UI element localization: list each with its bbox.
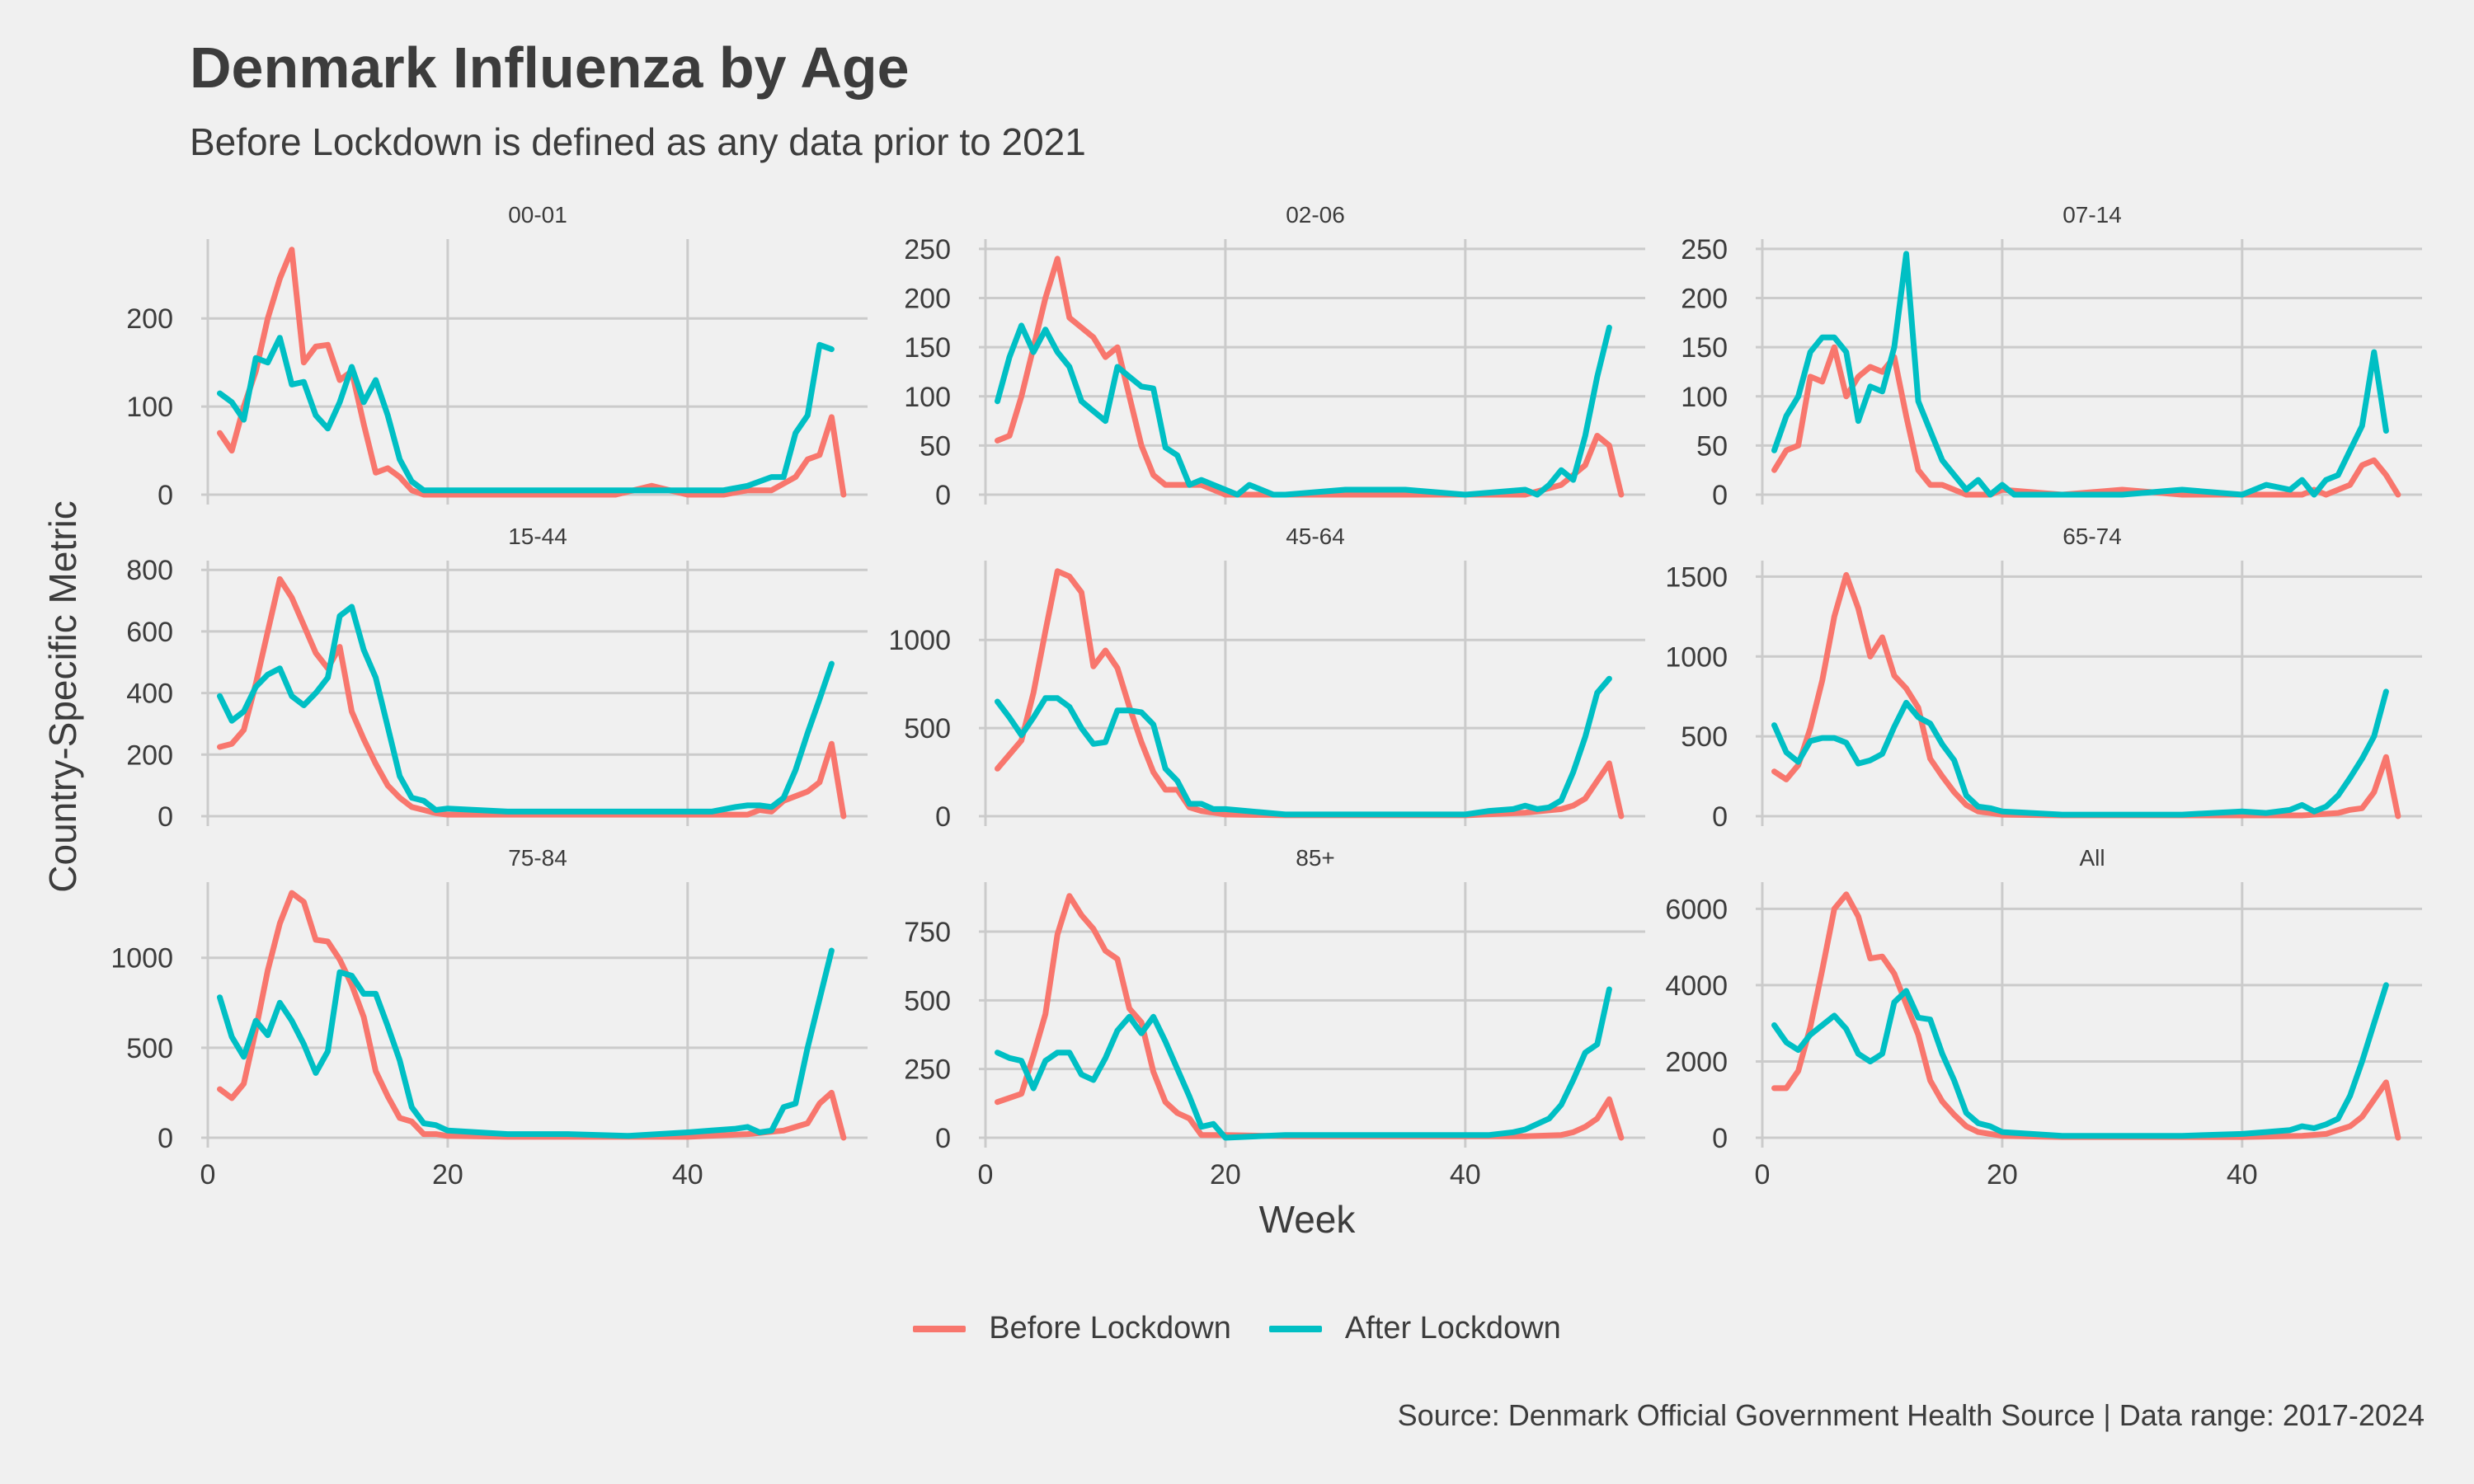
x-tick-label: 20 bbox=[1987, 1159, 2018, 1190]
x-tick-label: 20 bbox=[432, 1159, 463, 1190]
y-tick-label: 1500 bbox=[1665, 561, 1728, 593]
page-subtitle: Before Lockdown is defined as any data p… bbox=[190, 120, 1086, 163]
series-line-before-lockdown-65-74 bbox=[1771, 571, 2401, 819]
y-tick-label: 4000 bbox=[1665, 970, 1728, 1002]
y-tick-label: 100 bbox=[126, 392, 173, 423]
y-axis-title: Country-Specific Metric bbox=[41, 500, 84, 892]
y-tick-label: 250 bbox=[1681, 234, 1728, 265]
y-tick-label: 6000 bbox=[1665, 894, 1728, 925]
y-tick-label: 200 bbox=[126, 303, 173, 335]
y-tick-label: 600 bbox=[126, 617, 173, 648]
series-line-before-lockdown-all bbox=[1771, 891, 2401, 1141]
series-line-after-lockdown-all bbox=[1771, 982, 2389, 1139]
y-tick-label: 2000 bbox=[1665, 1046, 1728, 1078]
y-tick-label: 250 bbox=[904, 1054, 951, 1086]
legend-item-after-lockdown: After Lockdown bbox=[1268, 1311, 1561, 1346]
x-tick-label: 0 bbox=[200, 1159, 216, 1190]
series-line-before-lockdown-45-64 bbox=[995, 568, 1625, 819]
panel-title-07-14: 07-14 bbox=[2062, 202, 2122, 228]
series-line-after-lockdown-15-44 bbox=[217, 603, 835, 815]
y-tick-label: 200 bbox=[126, 740, 173, 771]
x-axis-title: Week bbox=[1259, 1198, 1357, 1241]
y-tick-label: 50 bbox=[920, 430, 951, 462]
y-tick-label: 100 bbox=[904, 382, 951, 413]
y-tick-label: 200 bbox=[904, 284, 951, 315]
y-tick-label: 1000 bbox=[1665, 641, 1728, 673]
series-line-after-lockdown-65-74 bbox=[1771, 688, 2389, 818]
x-tick-label: 40 bbox=[1450, 1159, 1481, 1190]
y-tick-label: 1000 bbox=[888, 625, 951, 656]
series-line-after-lockdown-02-06 bbox=[995, 322, 1612, 498]
y-tick-label: 0 bbox=[935, 1123, 951, 1154]
y-tick-label: 0 bbox=[158, 480, 173, 511]
legend-swatch-after-lockdown bbox=[1268, 1325, 1322, 1332]
legend-item-before-lockdown: Before Lockdown bbox=[913, 1311, 1231, 1346]
y-tick-label: 0 bbox=[158, 1123, 173, 1154]
y-tick-label: 150 bbox=[1681, 332, 1728, 364]
y-tick-label: 100 bbox=[1681, 382, 1728, 413]
series-line-before-lockdown-02-06 bbox=[995, 256, 1625, 498]
x-tick-label: 40 bbox=[672, 1159, 703, 1190]
series-line-after-lockdown-00-01 bbox=[217, 335, 835, 494]
panel-title-15-44: 15-44 bbox=[508, 524, 567, 549]
y-tick-label: 250 bbox=[904, 234, 951, 265]
y-tick-label: 750 bbox=[904, 917, 951, 948]
page-title: Denmark Influenza by Age bbox=[190, 35, 910, 100]
x-tick-label: 0 bbox=[1755, 1159, 1771, 1190]
series-line-before-lockdown-07-14 bbox=[1771, 344, 2401, 498]
x-tick-label: 20 bbox=[1210, 1159, 1241, 1190]
y-tick-label: 200 bbox=[1681, 284, 1728, 315]
legend-swatch-before-lockdown bbox=[913, 1325, 967, 1332]
legend-label-after-lockdown: After Lockdown bbox=[1344, 1311, 1561, 1345]
y-tick-label: 500 bbox=[904, 985, 951, 1017]
panel-title-45-64: 45-64 bbox=[1286, 524, 1345, 549]
y-tick-label: 0 bbox=[1712, 801, 1728, 833]
y-tick-label: 0 bbox=[1712, 1123, 1728, 1154]
series-line-before-lockdown-85- bbox=[995, 893, 1625, 1141]
panel-title-02-06: 02-06 bbox=[1286, 202, 1345, 228]
y-tick-label: 500 bbox=[904, 713, 951, 744]
y-tick-label: 0 bbox=[158, 801, 173, 833]
y-tick-label: 1000 bbox=[111, 943, 173, 974]
panel-title-00-01: 00-01 bbox=[508, 202, 567, 228]
source-caption: Source: Denmark Official Government Heal… bbox=[1397, 1398, 2425, 1432]
y-tick-label: 0 bbox=[935, 480, 951, 511]
chart-legend: Before Lockdown After Lockdown bbox=[0, 1311, 2474, 1346]
series-line-after-lockdown-45-64 bbox=[995, 675, 1612, 818]
y-tick-label: 800 bbox=[126, 555, 173, 586]
panel-title-all: All bbox=[2079, 845, 2105, 871]
panel-title-75-84: 75-84 bbox=[508, 845, 567, 871]
series-line-before-lockdown-00-01 bbox=[217, 247, 847, 498]
y-tick-label: 0 bbox=[935, 801, 951, 833]
y-tick-label: 0 bbox=[1712, 480, 1728, 511]
y-tick-label: 50 bbox=[1696, 430, 1728, 462]
series-line-before-lockdown-75-84 bbox=[217, 890, 847, 1141]
panel-title-85-: 85+ bbox=[1296, 845, 1335, 871]
x-tick-label: 0 bbox=[978, 1159, 994, 1190]
y-tick-label: 500 bbox=[126, 1033, 173, 1064]
y-tick-label: 400 bbox=[126, 679, 173, 710]
series-line-after-lockdown-85- bbox=[995, 986, 1612, 1141]
series-line-after-lockdown-75-84 bbox=[217, 947, 835, 1139]
series-line-after-lockdown-07-14 bbox=[1771, 251, 2389, 498]
y-tick-label: 150 bbox=[904, 332, 951, 364]
x-tick-label: 40 bbox=[2227, 1159, 2258, 1190]
legend-label-before-lockdown: Before Lockdown bbox=[989, 1311, 1231, 1345]
panel-title-65-74: 65-74 bbox=[2062, 524, 2122, 549]
y-tick-label: 500 bbox=[1681, 721, 1728, 753]
